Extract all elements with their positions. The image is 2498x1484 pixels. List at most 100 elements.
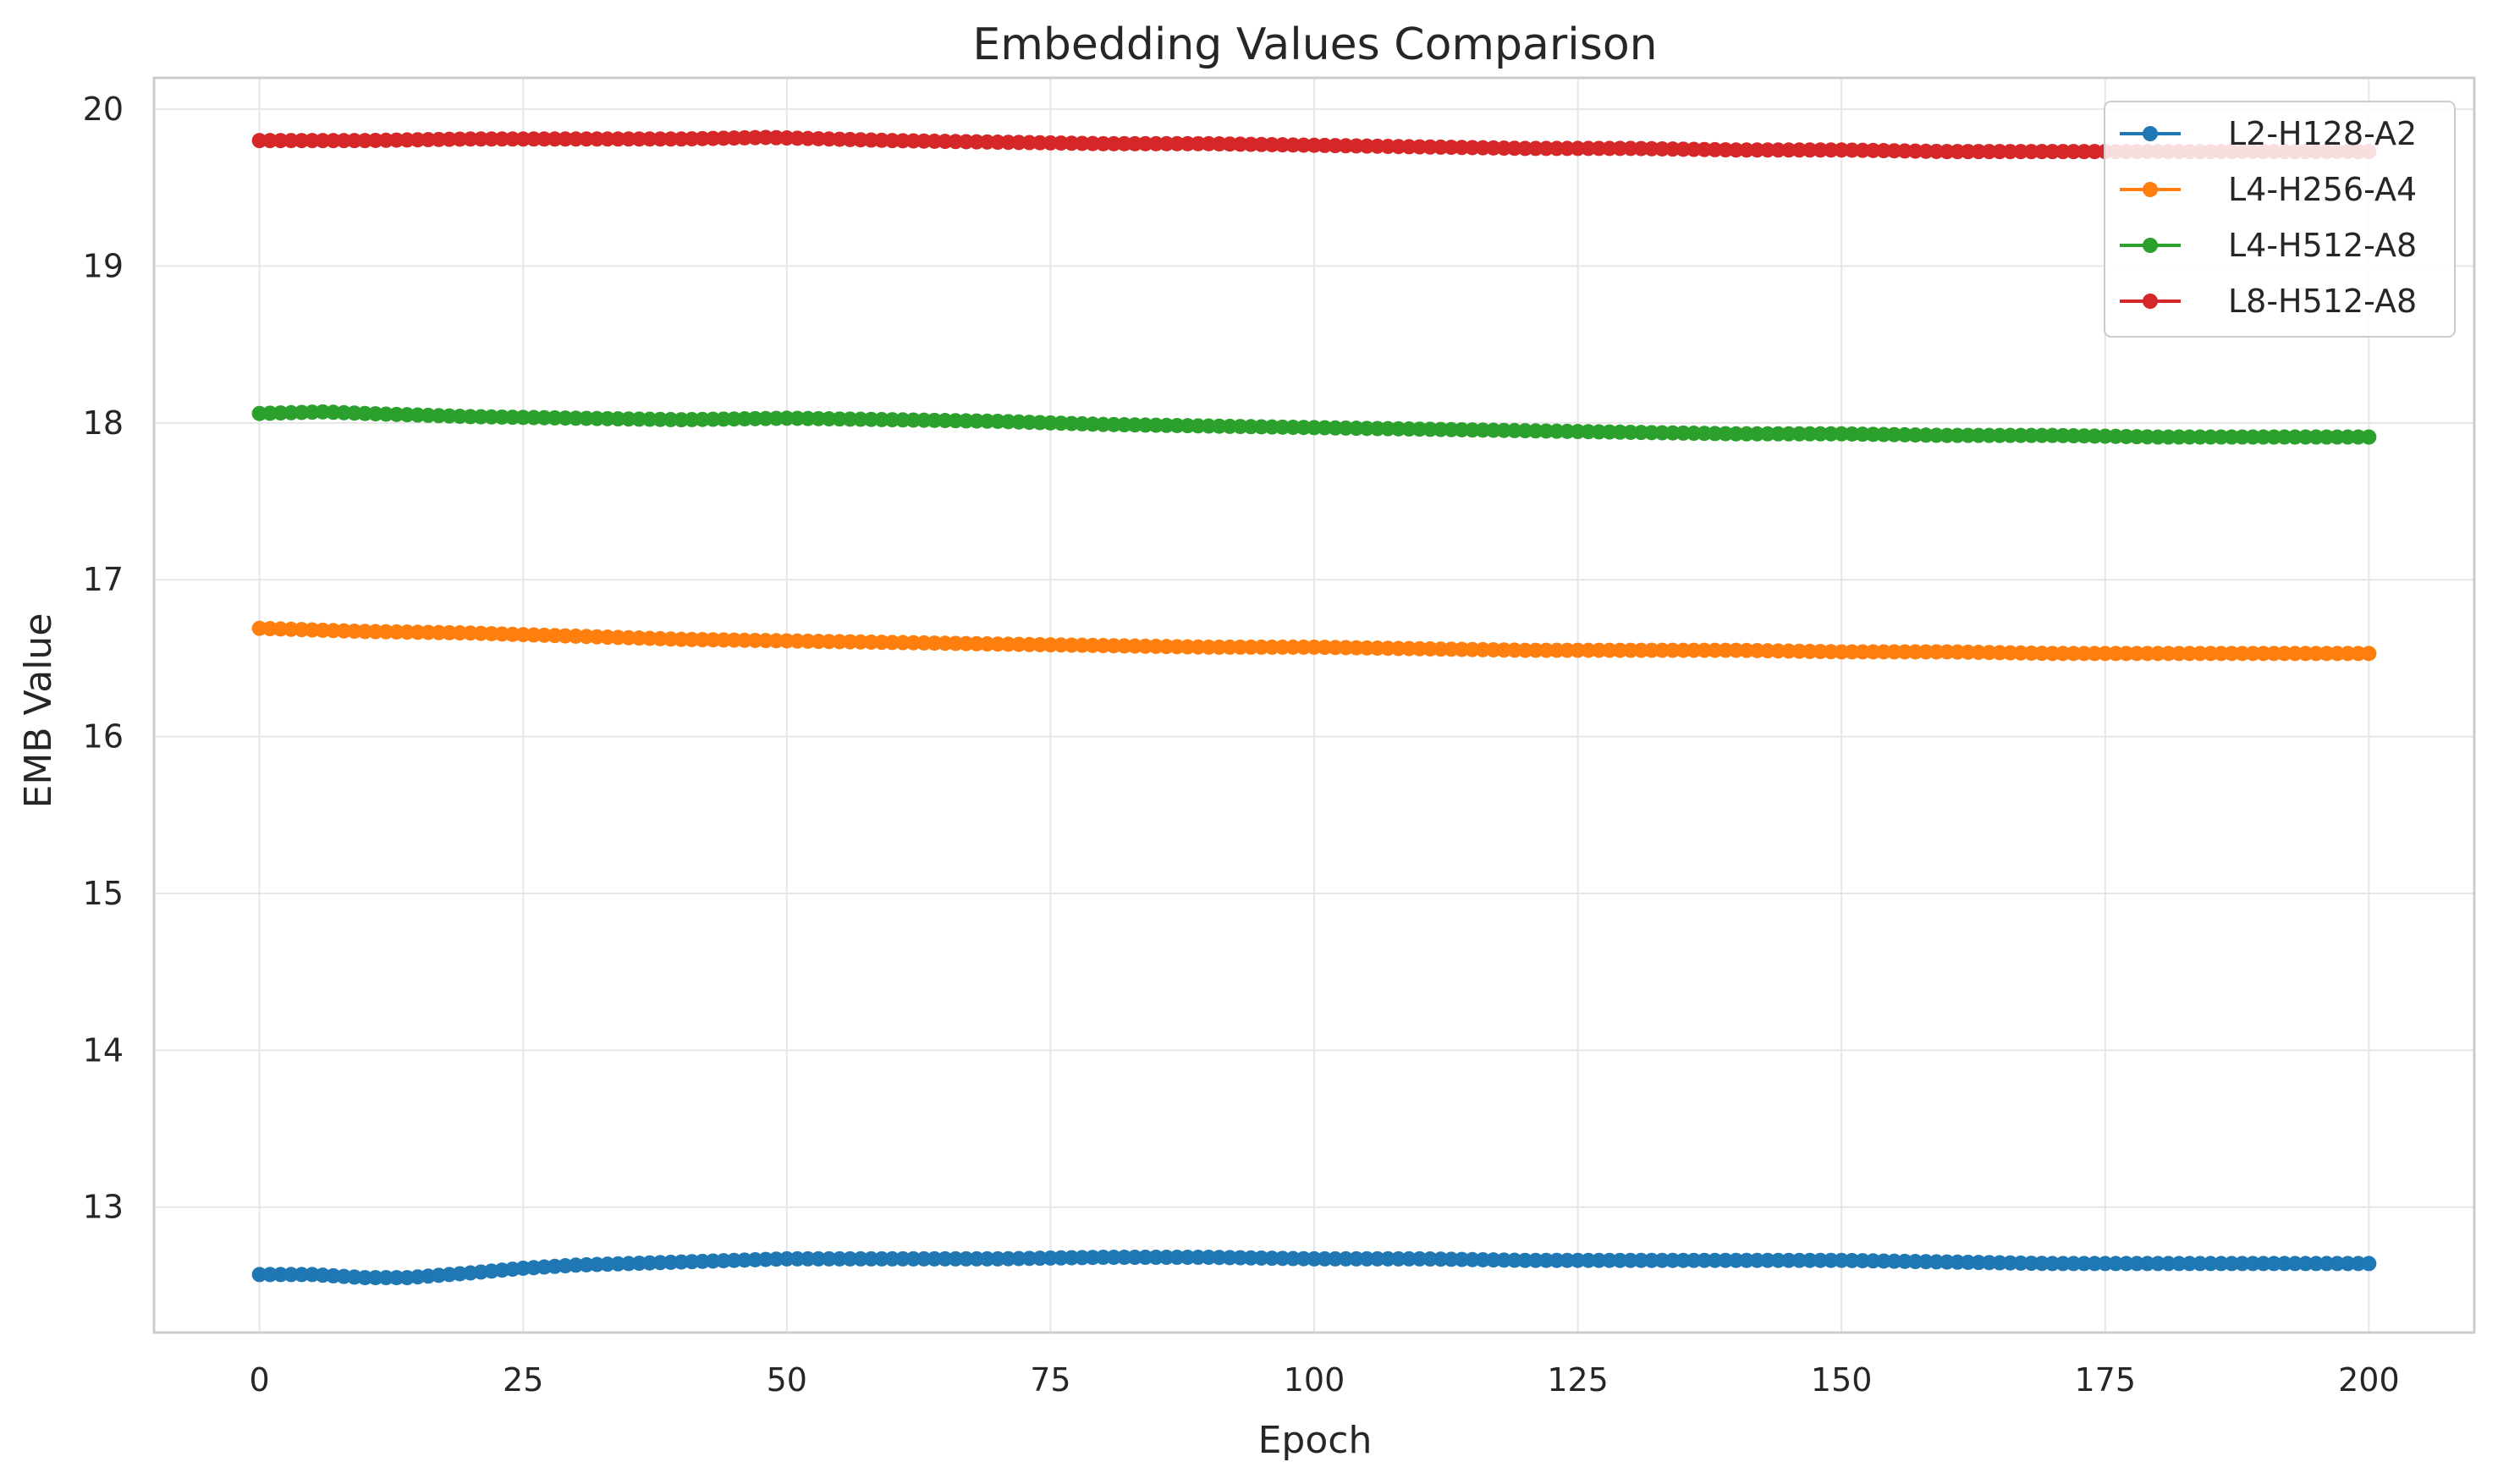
data-point	[1581, 424, 1597, 440]
data-point	[1707, 426, 1723, 442]
data-point	[1664, 1252, 1681, 1268]
data-point	[452, 131, 468, 147]
data-point	[1369, 1250, 1385, 1267]
data-point	[1686, 642, 1702, 658]
data-point	[1971, 144, 1987, 160]
data-point	[1686, 1252, 1702, 1268]
data-point	[1137, 135, 1153, 151]
data-point	[1749, 142, 1765, 158]
data-point	[1517, 423, 1533, 439]
data-point	[294, 1267, 310, 1283]
data-point	[1032, 135, 1048, 151]
data-point	[1211, 1250, 1227, 1266]
data-point	[1992, 645, 2008, 661]
data-point	[1834, 142, 1850, 158]
data-point	[1127, 417, 1143, 433]
data-point	[1759, 142, 1775, 158]
data-point	[1085, 1250, 1101, 1266]
data-point	[905, 1250, 922, 1267]
data-point	[1907, 427, 1923, 443]
data-point	[1106, 1250, 1122, 1266]
data-point	[336, 133, 352, 149]
data-point	[1654, 140, 1670, 157]
data-point	[1253, 639, 1269, 655]
data-point	[2108, 1256, 2124, 1272]
data-point	[1043, 637, 1059, 653]
data-point	[1675, 141, 1692, 157]
data-point	[631, 131, 647, 147]
data-point	[1496, 422, 1512, 438]
data-point	[1633, 140, 1649, 157]
data-point	[1475, 641, 1491, 657]
data-point	[2203, 646, 2219, 662]
data-point	[768, 410, 784, 426]
data-point	[1422, 1251, 1439, 1267]
data-point	[2033, 144, 2050, 160]
data-point	[1390, 1250, 1406, 1267]
data-point	[2044, 646, 2061, 662]
data-point	[1918, 143, 1934, 159]
data-point	[2160, 429, 2176, 445]
data-point	[716, 411, 732, 427]
data-point	[1876, 426, 1892, 442]
data-point	[1137, 638, 1153, 654]
data-point	[1127, 135, 1143, 151]
plot-frame	[152, 76, 2476, 1334]
data-point	[1960, 1254, 1976, 1270]
data-point	[2340, 646, 2356, 662]
data-point	[1011, 135, 1027, 151]
data-point	[1285, 137, 1301, 153]
data-point	[1085, 637, 1101, 653]
legend-item: L2-H128-A2	[2120, 115, 2417, 152]
data-point	[1950, 644, 1966, 660]
data-point	[1591, 642, 1607, 658]
data-point	[2066, 646, 2082, 662]
data-point	[2076, 428, 2092, 444]
data-point	[2350, 1256, 2366, 1272]
data-point	[800, 633, 816, 649]
data-point	[726, 632, 742, 648]
data-point	[1116, 638, 1132, 654]
data-point	[853, 1250, 869, 1267]
legend-item: L4-H512-A8	[2120, 227, 2417, 264]
data-point	[1876, 644, 1892, 660]
data-point	[1148, 638, 1164, 654]
data-point	[2044, 427, 2061, 443]
x-tick-label: 200	[2338, 1361, 2400, 1399]
data-point	[979, 134, 995, 150]
data-point	[990, 636, 1006, 652]
data-point	[863, 634, 879, 650]
x-axis-label: Epoch	[1258, 1419, 1373, 1462]
data-point	[2266, 646, 2282, 662]
data-point	[916, 1250, 932, 1267]
data-point	[1560, 140, 1576, 157]
data-point	[1369, 640, 1385, 657]
data-point	[1475, 140, 1491, 156]
data-point	[894, 1250, 911, 1267]
data-point	[1876, 143, 1892, 159]
data-point	[1348, 640, 1364, 656]
series-L4-H512-A8	[251, 404, 2377, 445]
data-point	[716, 130, 732, 146]
data-point	[1485, 140, 1501, 156]
data-point	[1222, 1250, 1238, 1266]
data-point	[1929, 644, 1945, 660]
data-point	[1243, 136, 1259, 152]
data-point	[1043, 135, 1059, 151]
data-point	[2066, 144, 2082, 160]
data-point	[367, 1270, 383, 1286]
data-point	[1401, 640, 1417, 657]
data-point	[1137, 1250, 1153, 1266]
data-point	[1560, 423, 1576, 439]
data-point	[990, 135, 1006, 151]
data-point	[1401, 139, 1417, 155]
data-point	[1939, 1254, 1955, 1270]
data-point	[2182, 646, 2198, 662]
data-point	[1369, 420, 1385, 437]
data-point	[1538, 642, 1554, 658]
data-point	[1780, 1252, 1796, 1268]
data-point	[325, 133, 341, 149]
data-point	[811, 410, 827, 426]
data-point	[1433, 421, 1449, 437]
